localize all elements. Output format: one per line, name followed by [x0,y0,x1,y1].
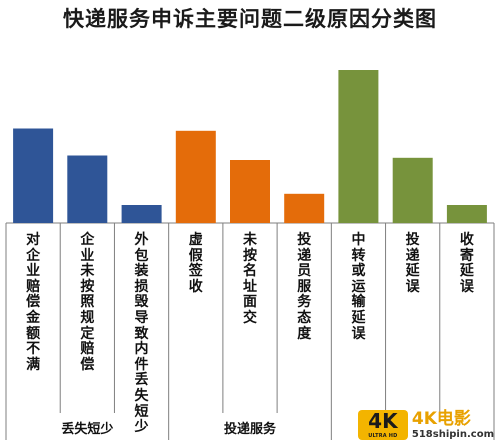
bar [338,70,379,223]
category-label: 未按名址面交 [243,232,257,326]
bar [284,193,325,224]
bar [175,130,216,224]
bar [446,205,487,223]
group-label: 丢失短少 [61,422,114,437]
bar [121,205,162,223]
bar [230,160,270,223]
chart-title: 快递服务申诉主要问题二级原因分类图 [63,6,437,31]
category-label: 收寄延误 [459,232,474,295]
category-label: 虚假签收 [188,232,203,295]
category-label: 对企业赔偿金额不满 [26,232,41,373]
bar [392,157,433,224]
category-label: 中转或运输延误 [351,232,366,342]
group-label: 投递服务 [223,422,277,437]
watermark-badge-text: 4K [368,409,398,433]
watermark-url: 518shipin.com [411,428,494,440]
watermark-logo: 4K ULTRA HD 4K电影 518shipin.com [357,408,494,442]
watermark-badge-sub: ULTRA HD [368,433,398,439]
bar [67,155,108,223]
category-label: 外包装损毁导致内件丢失短少 [134,232,149,436]
bar [13,128,54,223]
watermark-brand: 4K电影 [411,408,471,429]
category-label: 投递延误 [405,232,420,295]
category-label: 企业未按照规定赔偿 [80,232,95,373]
category-label: 投递员服务态度 [297,232,312,342]
watermark-badge: 4K ULTRA HD [357,409,408,440]
